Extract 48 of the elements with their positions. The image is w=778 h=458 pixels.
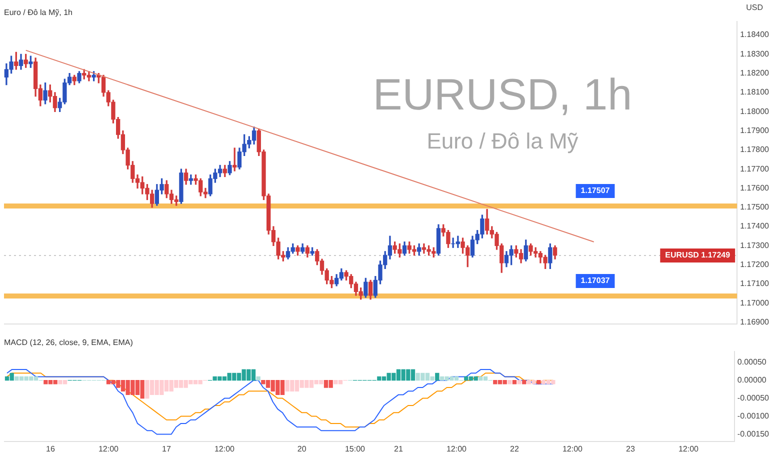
y-tick-label: 0.00000 <box>737 376 767 385</box>
x-tick-label: 12:00 <box>214 444 236 454</box>
x-tick-label: 17 <box>162 444 172 454</box>
y-tick-label: 0.00050 <box>737 358 767 367</box>
x-tick-label: 15:00 <box>344 444 366 454</box>
bar <box>512 380 517 384</box>
annotation: Euro / Đô la Mỹ <box>426 128 578 154</box>
y-tick-label: 1.18400 <box>740 30 770 40</box>
y-tick-label: 1.18000 <box>740 106 770 116</box>
y-tick-label: 1.17400 <box>740 222 770 231</box>
y-tick-label: 1.17300 <box>740 240 770 250</box>
y-axis-title: USD <box>746 3 764 12</box>
x-tick-label: 12:00 <box>678 444 700 454</box>
y-tick-label: 1.17700 <box>740 164 770 174</box>
y-tick-label: 1.17600 <box>740 183 770 192</box>
y-tick-label: 1.18100 <box>740 88 770 97</box>
x-tick-label: 23 <box>626 444 636 454</box>
bar <box>508 380 512 384</box>
ref-line-label: 1.17507 <box>580 186 610 196</box>
chart-title: Euro / Đô la Mỹ, 1h <box>4 8 72 18</box>
y-tick-label: 1.17100 <box>740 279 770 288</box>
y-tick-label: -0.00100 <box>737 411 770 420</box>
y-tick-label: 1.17800 <box>740 145 770 154</box>
x-tick-label: 22 <box>510 444 520 454</box>
y-tick-label: 1.16900 <box>740 317 770 326</box>
y-tick-label: -0.00050 <box>737 394 770 402</box>
bar <box>522 380 526 384</box>
y-tick-label: 1.18300 <box>740 49 770 58</box>
annotation: EURUSD, 1h <box>372 70 632 120</box>
y-tick-label: 1.17500 <box>740 202 770 212</box>
ref-line-label: EURUSD 1.17249 <box>665 250 731 260</box>
bar <box>435 372 440 381</box>
x-tick-label: 20 <box>297 444 307 454</box>
y-tick-label: -0.00150 <box>737 429 770 438</box>
x-tick-label: 21 <box>394 444 404 454</box>
ref-line-label: 1.17037 <box>580 276 610 286</box>
x-tick-label: 12:00 <box>446 444 468 454</box>
y-tick-label: 1.18200 <box>740 68 770 78</box>
y-tick-label: 1.17200 <box>740 260 770 270</box>
x-tick-label: 12:00 <box>562 444 584 454</box>
x-tick-label: 12:00 <box>98 444 120 454</box>
y-tick-label: 1.17000 <box>740 298 770 308</box>
y-tick-label: 1.17900 <box>740 126 770 135</box>
bar <box>517 380 522 384</box>
bar <box>256 376 260 381</box>
x-tick-label: 16 <box>46 444 56 454</box>
bar <box>536 380 541 384</box>
chart-title: MACD (12, 26, close, 9, EMA, EMA) <box>4 338 134 348</box>
